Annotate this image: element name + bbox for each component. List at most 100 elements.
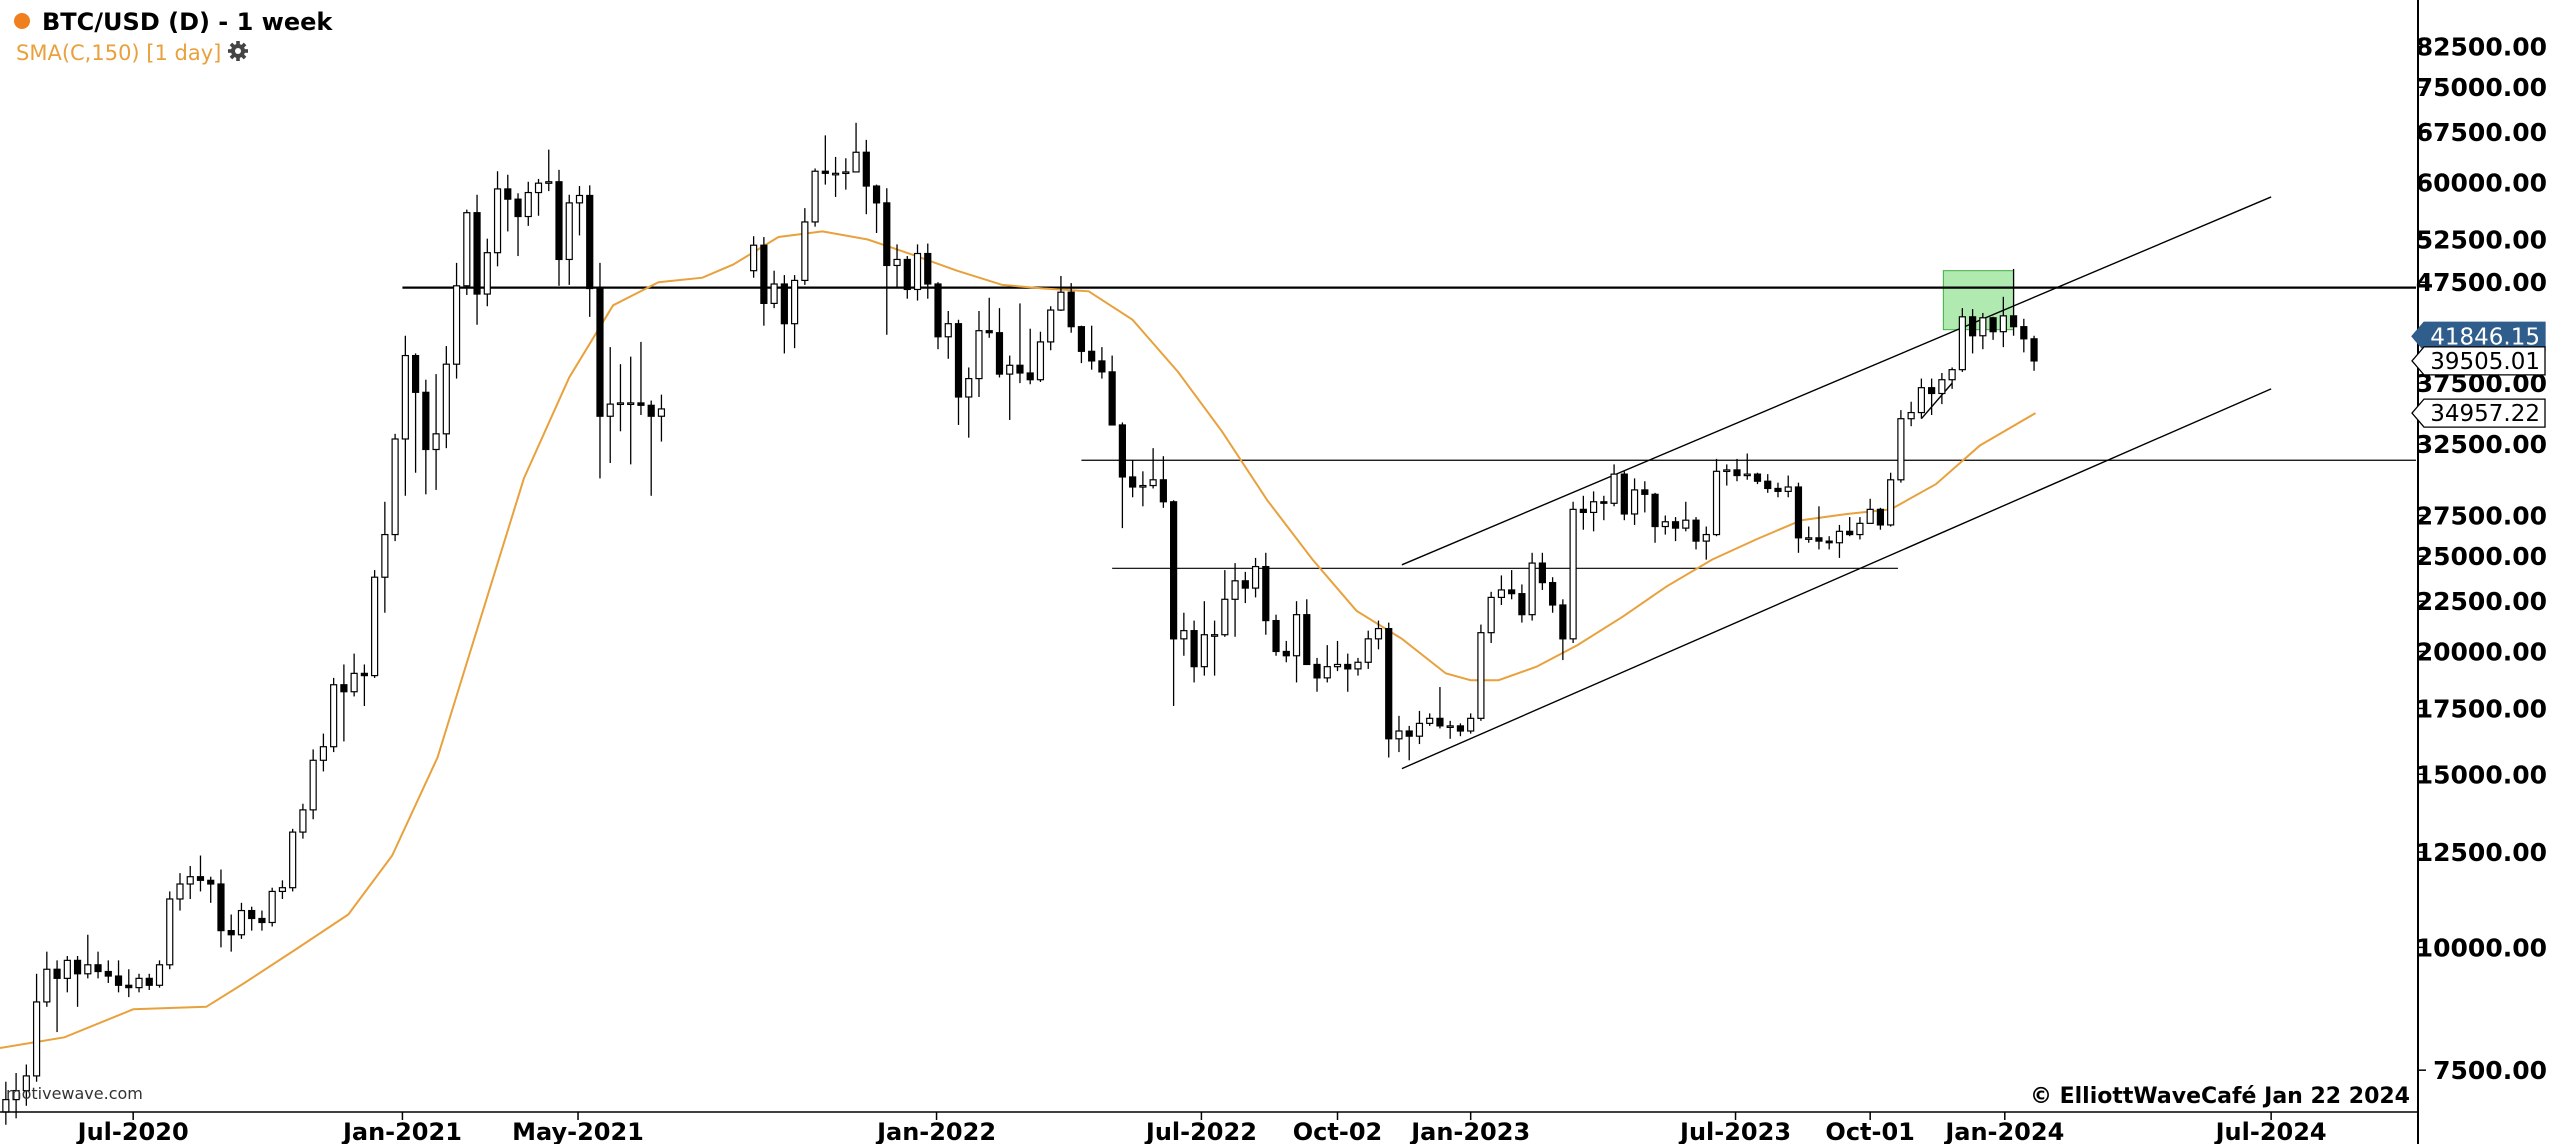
candle bbox=[842, 158, 850, 190]
candle-body bbox=[545, 181, 553, 184]
candle-body bbox=[944, 323, 952, 338]
price-tag-box bbox=[2411, 321, 2546, 351]
candle-body bbox=[1477, 632, 1485, 719]
time-tick-label: Jan-2024 bbox=[1943, 1118, 2064, 1144]
candle-body bbox=[94, 964, 102, 973]
candle-body bbox=[1118, 424, 1126, 478]
candle bbox=[1794, 482, 1803, 553]
candle bbox=[258, 910, 266, 931]
candle bbox=[1733, 458, 1741, 482]
candle-body bbox=[186, 876, 194, 885]
candle-body bbox=[1528, 562, 1536, 616]
candle bbox=[1671, 517, 1680, 542]
candle bbox=[1579, 495, 1587, 530]
candle bbox=[63, 955, 71, 993]
candle-body bbox=[278, 887, 287, 893]
candle bbox=[1774, 482, 1782, 498]
candle-body bbox=[872, 185, 881, 204]
candle bbox=[176, 873, 184, 911]
price-tick-label: 12500.00 bbox=[2416, 838, 2547, 867]
candle bbox=[1620, 471, 1628, 521]
candle bbox=[913, 244, 922, 301]
candle-body bbox=[831, 172, 840, 176]
candle-body bbox=[1825, 540, 1833, 544]
candle bbox=[514, 193, 522, 257]
candle-body bbox=[1436, 717, 1444, 727]
candle-body bbox=[289, 831, 297, 889]
candle-body bbox=[883, 202, 891, 267]
candle bbox=[84, 934, 92, 979]
price-tag-box bbox=[2411, 398, 2546, 428]
candle bbox=[1989, 316, 1997, 340]
gear-icon[interactable] bbox=[228, 41, 248, 61]
candle-body bbox=[1395, 730, 1403, 740]
time-axis-ticks: Jul-2020 Jan-2021 May-2021 Jan-2022 Jul-2022… bbox=[76, 1112, 2327, 1144]
candle-body bbox=[340, 684, 348, 693]
candle-body bbox=[1907, 411, 1915, 420]
candle-body bbox=[1231, 580, 1239, 600]
candle-body bbox=[1159, 479, 1167, 503]
candle bbox=[504, 174, 512, 232]
time-tick-label: Jan-2021 bbox=[341, 1118, 462, 1144]
candle-body bbox=[975, 330, 983, 380]
candle-body bbox=[155, 964, 164, 986]
candle-body bbox=[12, 1089, 20, 1101]
candle-body bbox=[2009, 315, 2018, 328]
candle-body bbox=[791, 279, 799, 325]
candle-body bbox=[1251, 565, 1260, 589]
candle-body bbox=[22, 1075, 30, 1092]
candle bbox=[1948, 367, 1956, 389]
price-tick-label: 82500.00 bbox=[2416, 33, 2547, 62]
time-tick-label: Jul-2023 bbox=[1678, 1118, 1791, 1144]
candle-body bbox=[1866, 508, 1874, 524]
candle-body bbox=[1067, 291, 1075, 328]
candle bbox=[155, 960, 164, 988]
candle bbox=[821, 135, 829, 185]
price-tick-label: 32500.00 bbox=[2416, 430, 2547, 459]
candle bbox=[1559, 599, 1567, 661]
candle-body bbox=[627, 402, 635, 406]
candle bbox=[1866, 498, 1874, 524]
candle bbox=[1426, 713, 1434, 726]
candle bbox=[248, 906, 256, 931]
candle-body bbox=[1876, 508, 1885, 526]
price-tag-value: 39505.01 bbox=[2430, 349, 2540, 375]
candle bbox=[1446, 720, 1454, 739]
candle-body bbox=[452, 285, 461, 365]
candle bbox=[975, 311, 983, 397]
candle bbox=[1825, 536, 1833, 550]
candle-body bbox=[401, 354, 409, 440]
candle-body bbox=[166, 898, 174, 966]
candle bbox=[319, 733, 328, 772]
candle bbox=[1149, 448, 1157, 489]
candle-body bbox=[1508, 589, 1516, 595]
candle bbox=[565, 194, 573, 285]
candle bbox=[442, 346, 450, 449]
candle-body bbox=[196, 876, 205, 881]
candle bbox=[1088, 325, 1096, 370]
candle bbox=[1999, 296, 2007, 348]
price-tag: 41846.15 bbox=[2411, 321, 2546, 351]
candle-body bbox=[1549, 582, 1557, 606]
candle-body bbox=[309, 759, 317, 811]
price-tick-label: 22500.00 bbox=[2416, 587, 2547, 616]
candle-body bbox=[1948, 369, 1956, 381]
candle bbox=[555, 169, 563, 286]
candle-body bbox=[575, 194, 584, 204]
candles-layer bbox=[2, 122, 2038, 1125]
candle-body bbox=[1917, 387, 1925, 414]
candle bbox=[1180, 612, 1188, 656]
candle bbox=[586, 185, 594, 317]
candle-body bbox=[514, 198, 522, 218]
candle bbox=[166, 891, 174, 970]
candle bbox=[1354, 657, 1362, 676]
candle bbox=[94, 951, 102, 979]
candle-body bbox=[1170, 501, 1178, 640]
candle bbox=[2030, 335, 2038, 371]
candle bbox=[278, 880, 287, 899]
candle-body bbox=[1518, 593, 1526, 616]
symbol-dot-icon bbox=[14, 13, 30, 29]
candle-body bbox=[606, 403, 614, 417]
candle-body bbox=[1979, 317, 1987, 337]
candle-body bbox=[268, 890, 276, 924]
